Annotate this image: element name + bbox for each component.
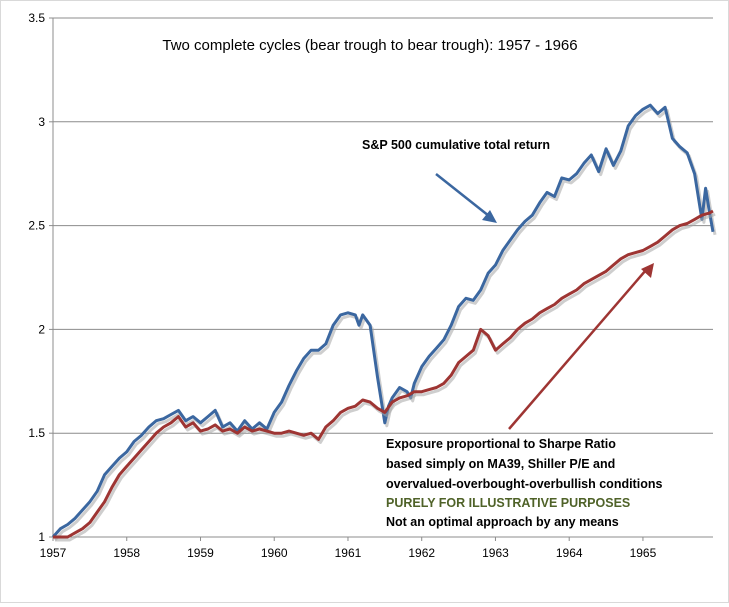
x-tick-label: 1965 bbox=[630, 546, 657, 560]
series-shadow-1 bbox=[53, 106, 717, 541]
illustrative-annotation: PURELY FOR ILLUSTRATIVE PURPOSES bbox=[386, 496, 630, 510]
y-tick-label: 2 bbox=[38, 322, 45, 336]
sp500-arrowhead bbox=[482, 210, 497, 223]
x-tick-label: 1960 bbox=[261, 546, 288, 560]
y-tick-label: 1 bbox=[38, 530, 45, 544]
series-line-1 bbox=[51, 103, 715, 538]
exposure-annotation-line-2: based simply on MA39, Shiller P/E and bbox=[386, 457, 615, 471]
sp500-arrow bbox=[435, 173, 490, 217]
gridlines bbox=[53, 17, 713, 434]
x-tick-label: 1957 bbox=[40, 546, 67, 560]
x-tick-label: 1958 bbox=[113, 546, 140, 560]
axes: 1 1.5 2 2.5 3 3.5 1957 1958 1959 1960 1961 1962 1963… bbox=[28, 11, 713, 560]
exposure-annotation-line-3: overvalued-overbought-overbullish condit… bbox=[386, 477, 662, 491]
x-tick-label: 1964 bbox=[556, 546, 583, 560]
y-tick-label: 3 bbox=[38, 115, 45, 129]
y-tick-label: 2.5 bbox=[28, 219, 45, 233]
x-tick-label: 1962 bbox=[408, 546, 435, 560]
y-tick-label: 1.5 bbox=[28, 426, 45, 440]
series-line-2 bbox=[53, 209, 714, 539]
x-tick-label: 1963 bbox=[482, 546, 509, 560]
series-layer bbox=[51, 103, 717, 542]
sp500-annotation: S&P 500 cumulative total return bbox=[362, 138, 550, 152]
exposure-annotation-line-1: Exposure proportional to Sharpe Ratio bbox=[386, 437, 616, 451]
series-shadow-2 bbox=[55, 212, 716, 542]
x-tick-label: 1961 bbox=[335, 546, 362, 560]
exposure-arrowhead bbox=[641, 263, 654, 278]
exposure-arrow bbox=[508, 269, 647, 430]
disclaimer-annotation: Not an optimal approach by any means bbox=[386, 515, 619, 529]
chart-title: Two complete cycles (bear trough to bear… bbox=[162, 37, 577, 54]
y-tick-label: 3.5 bbox=[28, 11, 45, 25]
x-tick-label: 1959 bbox=[187, 546, 214, 560]
